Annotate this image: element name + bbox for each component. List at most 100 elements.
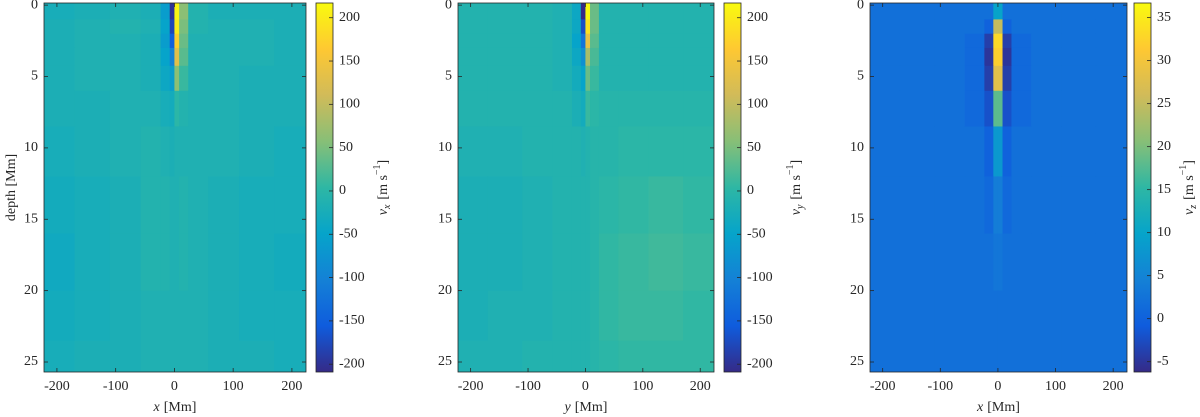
heatmap-cell bbox=[571, 340, 582, 372]
y-tick-label: 0 bbox=[445, 0, 452, 12]
heatmap-cell bbox=[44, 3, 76, 20]
heatmap-cell bbox=[1095, 290, 1127, 342]
heatmap-cell bbox=[140, 233, 162, 292]
heatmap-cell bbox=[179, 176, 189, 235]
heatmap-cell bbox=[1061, 33, 1097, 49]
heatmap-cell bbox=[179, 340, 189, 372]
heatmap-cell bbox=[648, 126, 684, 177]
plot-frame bbox=[869, 2, 1128, 373]
heatmap-cell bbox=[899, 290, 936, 342]
colorbar-tick-label: 0 bbox=[1157, 311, 1164, 326]
heatmap-cell bbox=[522, 33, 553, 49]
heatmap-cell bbox=[487, 126, 523, 177]
heatmap-cell bbox=[160, 290, 171, 342]
heatmap-cell bbox=[487, 176, 523, 235]
heatmap-cell bbox=[964, 126, 985, 177]
heatmap-cell bbox=[169, 290, 175, 342]
heatmap-cell bbox=[1061, 3, 1097, 20]
heatmap-cell bbox=[598, 176, 619, 235]
heatmap-cell bbox=[109, 290, 142, 342]
heatmap-cell bbox=[648, 19, 684, 35]
x-tick-label: -100 bbox=[515, 379, 541, 394]
heatmap-cell bbox=[934, 290, 966, 342]
heatmap-cell bbox=[984, 340, 994, 372]
heatmap-cell bbox=[993, 340, 999, 372]
heatmap-cell bbox=[997, 176, 1004, 235]
heatmap-cell bbox=[1011, 233, 1032, 292]
heatmap-cell bbox=[870, 290, 901, 342]
heatmap-cell bbox=[487, 33, 523, 49]
colorbar-close: ] bbox=[376, 160, 391, 165]
y-tick-label: 25 bbox=[438, 354, 452, 369]
heatmap-cell bbox=[1061, 233, 1097, 292]
panel: -200 -100 0 100 200 0 5 10 15 20 25 x [Mm] -5 0 5 10 15 20… bbox=[850, 0, 1199, 415]
heatmap-cell bbox=[487, 3, 523, 20]
heatmap-cell bbox=[1095, 176, 1127, 235]
colorbar-close: ] bbox=[1182, 160, 1197, 165]
heatmap-cell bbox=[580, 290, 586, 342]
heatmap-cell bbox=[598, 3, 619, 20]
heatmap-cell bbox=[997, 290, 1004, 342]
heatmap-cell bbox=[648, 340, 684, 372]
heatmap-cell bbox=[160, 3, 171, 20]
heatmap-cell bbox=[870, 47, 901, 67]
heatmap-cell bbox=[208, 290, 240, 342]
heatmap-cell bbox=[934, 3, 966, 20]
heatmap-cell bbox=[997, 3, 1004, 20]
heatmap-cell bbox=[179, 47, 189, 67]
heatmap-cell bbox=[964, 33, 985, 49]
heatmap-cell bbox=[870, 33, 901, 49]
heatmap-cell bbox=[169, 233, 175, 292]
heatmap-cell bbox=[1031, 33, 1062, 49]
heatmap-cell bbox=[208, 19, 240, 35]
colorbar-tick-label: 5 bbox=[1157, 268, 1164, 283]
heatmap-cell bbox=[997, 233, 1004, 292]
heatmap-cell bbox=[458, 176, 489, 235]
heatmap-cell bbox=[74, 3, 111, 20]
heatmap-cell bbox=[179, 3, 189, 20]
heatmap-cell bbox=[571, 233, 582, 292]
heatmap-cell bbox=[188, 3, 209, 20]
heatmap-cell bbox=[993, 33, 999, 49]
heatmap-cell bbox=[160, 90, 171, 127]
colorbar-tick-label: 0 bbox=[339, 183, 346, 198]
colorbar-unit: [m s bbox=[376, 175, 391, 200]
heatmap-cell bbox=[585, 176, 591, 235]
heatmap-cell bbox=[522, 290, 553, 342]
heatmap-cell bbox=[188, 340, 209, 372]
colorbar-tick-label: 25 bbox=[1157, 96, 1171, 111]
heatmap-cell bbox=[648, 176, 684, 235]
heatmap-cell bbox=[1095, 65, 1127, 92]
heatmap-cell bbox=[188, 33, 209, 49]
heatmap-cell bbox=[870, 233, 901, 292]
colorbar-tick-label: 100 bbox=[747, 97, 768, 112]
heatmap-cell bbox=[648, 233, 684, 292]
heatmap-cell bbox=[274, 340, 306, 372]
heatmap-cell bbox=[239, 33, 275, 49]
heatmap-cell bbox=[870, 126, 901, 177]
heatmap-cell bbox=[1011, 90, 1032, 127]
heatmap-cell bbox=[585, 126, 591, 177]
heatmap-cell bbox=[487, 290, 523, 342]
heatmap-cell bbox=[618, 19, 650, 35]
heatmap-cell bbox=[870, 19, 901, 35]
heatmap-cell bbox=[179, 233, 189, 292]
colorbar-symbol: v bbox=[376, 208, 391, 215]
heatmap-cell bbox=[934, 340, 966, 372]
heatmap-cell bbox=[899, 90, 936, 127]
colorbar-frame bbox=[1133, 2, 1152, 373]
heatmap-cell bbox=[274, 290, 306, 342]
heatmap-cell bbox=[140, 3, 162, 20]
heatmap-cell bbox=[870, 90, 901, 127]
heatmap-cell bbox=[1002, 33, 1012, 49]
heatmap-cell bbox=[552, 126, 573, 177]
heatmap-cell bbox=[552, 65, 573, 92]
heatmap-cell bbox=[188, 233, 209, 292]
heatmap-cell bbox=[598, 47, 619, 67]
heatmap-cell bbox=[984, 19, 994, 35]
heatmap-cell bbox=[683, 340, 714, 372]
colorbar-frame bbox=[723, 2, 742, 373]
heatmap-cell bbox=[590, 233, 600, 292]
heatmap-cell bbox=[208, 340, 240, 372]
heatmap-cell bbox=[109, 176, 142, 235]
